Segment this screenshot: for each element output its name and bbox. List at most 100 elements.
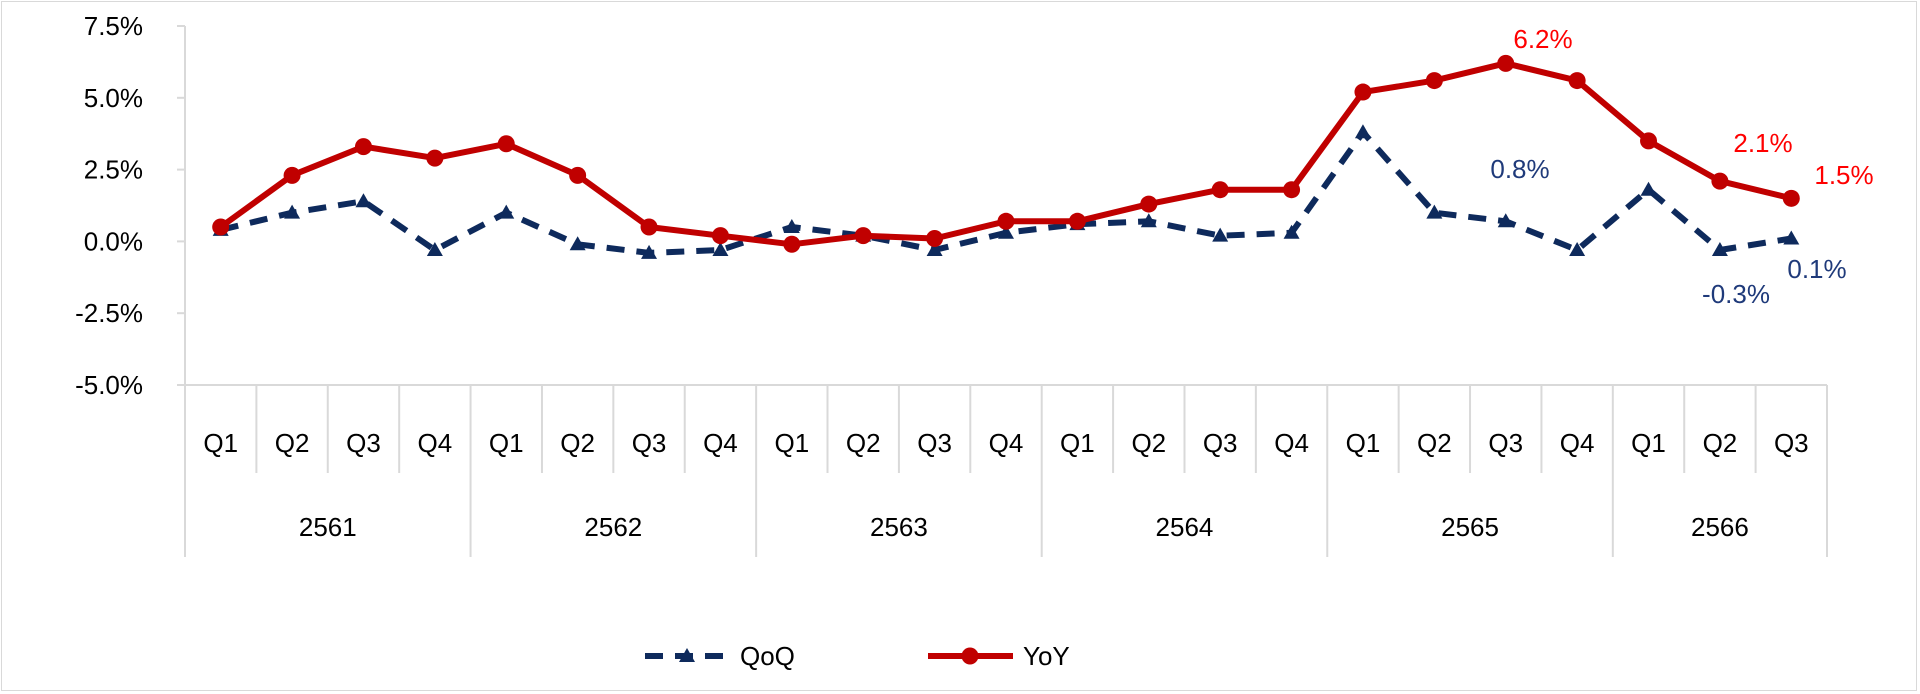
- x-quarter-label: Q2: [1131, 428, 1166, 458]
- x-quarter-label: Q4: [1560, 428, 1595, 458]
- data-point-qoq: [569, 236, 586, 251]
- y-tick-label: 0.0%: [84, 226, 143, 256]
- data-point-qoq: [1212, 227, 1229, 242]
- x-quarter-label: Q3: [632, 428, 667, 458]
- data-point-qoq: [355, 193, 372, 208]
- data-point-yoy: [854, 227, 872, 245]
- data-labels: 0.8% -0.3% 0.1% 6.2% 2.1% 1.5%: [1490, 24, 1873, 309]
- data-label-yoy: 1.5%: [1814, 160, 1873, 190]
- legend-swatch-marker: [679, 648, 695, 662]
- x-quarter-label: Q3: [917, 428, 952, 458]
- legend-label: QoQ: [740, 641, 795, 671]
- x-quarter-label: Q1: [1631, 428, 1666, 458]
- x-quarter-label: Q3: [346, 428, 381, 458]
- data-point-qoq: [284, 204, 301, 219]
- x-year-label: 2563: [870, 512, 928, 542]
- data-point-yoy: [1354, 83, 1372, 101]
- data-point-qoq: [1354, 124, 1371, 139]
- data-point-yoy: [212, 218, 230, 236]
- x-quarter-label: Q4: [418, 428, 453, 458]
- data-point-yoy: [1711, 172, 1729, 190]
- x-year-label: 2561: [299, 512, 357, 542]
- data-point-yoy: [1211, 181, 1229, 199]
- data-point-qoq: [1783, 230, 1800, 245]
- x-category-labels: Q1 Q2 Q3 Q4 Q1 Q2 Q3 Q4 Q1 Q2 Q3 Q4 Q1 Q2 Q3 Q4 Q1 Q2 Q3 Q4…: [203, 428, 1808, 542]
- data-label-yoy: 2.1%: [1733, 128, 1792, 158]
- x-quarter-label: Q1: [1346, 428, 1381, 458]
- y-tick-label: 5.0%: [84, 83, 143, 113]
- y-tick-label: 2.5%: [84, 155, 143, 185]
- legend-label: YoY: [1023, 641, 1070, 671]
- data-point-yoy: [1782, 189, 1800, 207]
- y-tick-labels: 7.5% 5.0% 2.5% 0.0% -2.5% -5.0%: [75, 11, 143, 400]
- data-point-yoy: [711, 227, 729, 245]
- x-quarter-label: Q3: [1488, 428, 1523, 458]
- data-point-yoy: [1283, 181, 1301, 199]
- data-point-yoy: [1140, 195, 1158, 213]
- data-point-yoy: [926, 230, 944, 248]
- data-point-yoy: [997, 212, 1015, 230]
- data-point-qoq: [926, 242, 943, 257]
- data-label-qoq: -0.3%: [1702, 279, 1770, 309]
- data-point-yoy: [1425, 72, 1443, 90]
- x-year-label: 2565: [1441, 512, 1499, 542]
- data-point-qoq: [1497, 213, 1514, 228]
- data-point-qoq: [641, 244, 658, 259]
- legend: QoQ YoY: [645, 641, 1070, 671]
- legend-item-qoq: QoQ: [645, 641, 795, 671]
- data-point-yoy: [783, 235, 801, 253]
- data-point-qoq: [1569, 242, 1586, 257]
- data-point-yoy: [283, 166, 301, 184]
- data-point-yoy: [354, 138, 372, 156]
- x-quarter-label: Q1: [489, 428, 524, 458]
- legend-swatch-marker: [961, 647, 979, 665]
- x-quarter-label: Q2: [846, 428, 881, 458]
- x-quarter-label: Q1: [203, 428, 238, 458]
- data-point-yoy: [569, 166, 587, 184]
- axes: [177, 25, 1828, 557]
- x-quarter-label: Q4: [1274, 428, 1309, 458]
- data-point-yoy: [1068, 212, 1086, 230]
- x-year-label: 2566: [1691, 512, 1749, 542]
- data-point-qoq: [1711, 242, 1728, 257]
- x-quarter-label: Q4: [989, 428, 1024, 458]
- y-tick-label: -2.5%: [75, 298, 143, 328]
- series-qoq: [212, 124, 1800, 259]
- data-label-qoq: 0.8%: [1490, 154, 1549, 184]
- data-point-yoy: [1640, 132, 1658, 150]
- data-point-yoy: [640, 218, 658, 236]
- x-quarter-label: Q3: [1203, 428, 1238, 458]
- series-layer: [212, 54, 1800, 259]
- data-label-qoq: 0.1%: [1787, 254, 1846, 284]
- x-year-label: 2562: [584, 512, 642, 542]
- data-point-yoy: [426, 149, 444, 167]
- data-point-qoq: [998, 224, 1014, 239]
- x-quarter-label: Q4: [703, 428, 738, 458]
- data-point-yoy: [497, 135, 515, 153]
- x-quarter-label: Q2: [1703, 428, 1738, 458]
- data-point-qoq: [1426, 204, 1443, 219]
- data-point-qoq: [1140, 213, 1157, 228]
- data-point-yoy: [1568, 72, 1586, 90]
- y-tick-label: 7.5%: [84, 11, 143, 41]
- data-point-qoq: [1640, 181, 1657, 196]
- data-label-yoy: 6.2%: [1513, 24, 1572, 54]
- data-point-qoq: [712, 242, 729, 257]
- x-year-label: 2564: [1156, 512, 1214, 542]
- x-quarter-label: Q1: [1060, 428, 1095, 458]
- series-yoy: [212, 54, 1800, 253]
- x-quarter-label: Q2: [275, 428, 310, 458]
- x-quarter-label: Q2: [1417, 428, 1452, 458]
- x-quarter-label: Q3: [1774, 428, 1809, 458]
- data-point-yoy: [1497, 54, 1515, 72]
- y-tick-label: -5.0%: [75, 370, 143, 400]
- x-quarter-label: Q2: [560, 428, 595, 458]
- legend-item-yoy: YoY: [928, 641, 1070, 671]
- data-point-qoq: [783, 219, 800, 234]
- data-point-qoq: [1283, 224, 1300, 239]
- data-point-qoq: [426, 242, 443, 257]
- x-quarter-label: Q1: [774, 428, 809, 458]
- data-point-qoq: [498, 204, 515, 219]
